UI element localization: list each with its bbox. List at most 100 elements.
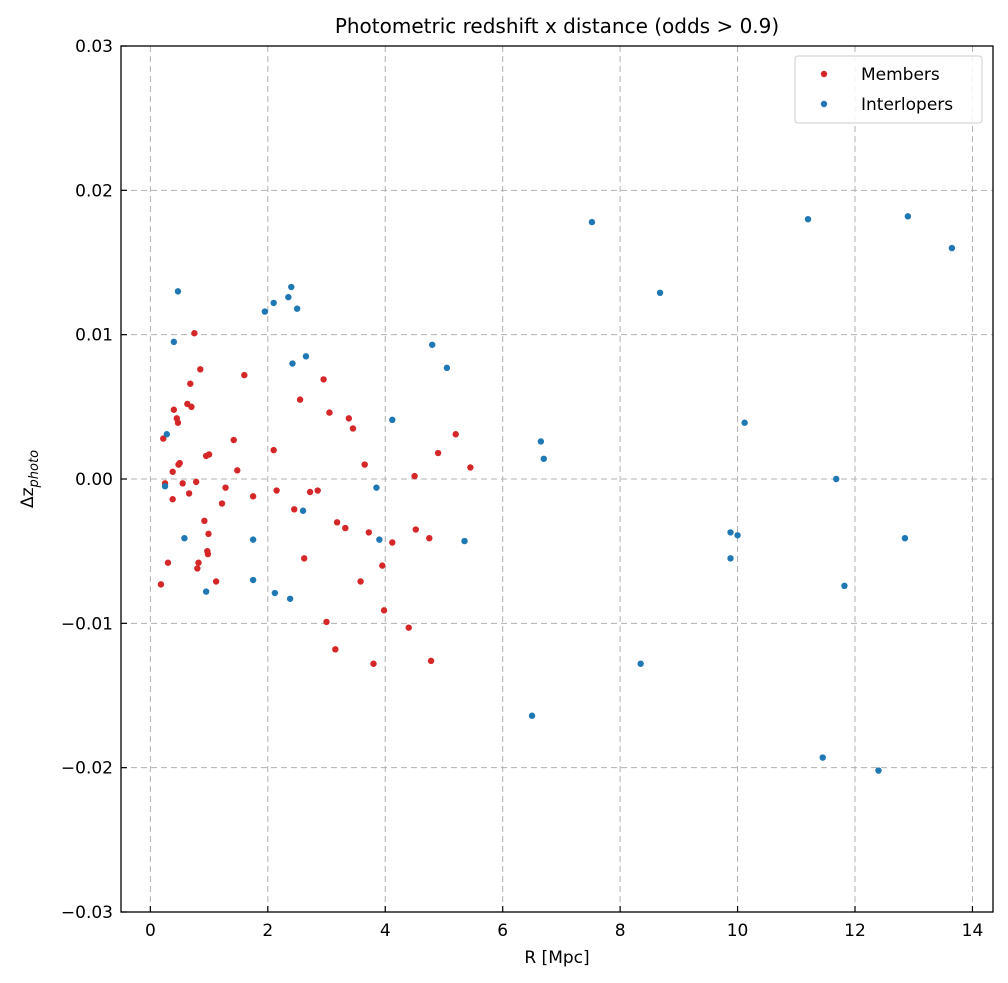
- x-tick-label: 14: [962, 921, 984, 941]
- data-point-interlopers: [540, 455, 547, 462]
- data-point-members: [452, 431, 459, 438]
- data-point-interlopers: [376, 536, 383, 543]
- data-point-members: [345, 415, 353, 422]
- data-point-members: [197, 366, 204, 373]
- data-point-members: [160, 435, 167, 442]
- data-point-members: [301, 555, 308, 562]
- data-point-members: [370, 660, 377, 667]
- data-point-members: [157, 581, 165, 588]
- data-point-interlopers: [293, 305, 301, 312]
- data-point-members: [169, 496, 176, 503]
- legend: Members Interlopers: [794, 55, 983, 124]
- data-point-members: [333, 519, 341, 526]
- legend-label-members: Members: [861, 65, 940, 85]
- data-point-members: [205, 451, 213, 458]
- x-tick-label: 12: [844, 921, 866, 941]
- data-point-interlopers: [429, 341, 436, 348]
- data-point-members: [230, 436, 237, 444]
- y-tick-label: −0.02: [61, 759, 113, 779]
- data-point-members: [179, 480, 186, 487]
- data-point-members: [342, 524, 349, 532]
- data-point-interlopers: [875, 767, 882, 774]
- data-point-interlopers: [948, 244, 956, 252]
- data-point-interlopers: [741, 419, 748, 426]
- y-axis-title-subscript: photo: [27, 450, 42, 489]
- data-point-members: [357, 578, 364, 585]
- data-point-interlopers: [299, 507, 307, 514]
- y-tick-label: 0.03: [75, 37, 113, 57]
- data-point-members: [379, 562, 386, 569]
- y-tick-label: 0.02: [75, 181, 113, 201]
- data-point-members: [411, 472, 418, 480]
- data-point-members: [349, 425, 357, 432]
- data-point-members: [296, 396, 304, 403]
- data-point-interlopers: [270, 299, 277, 307]
- data-point-interlopers: [286, 595, 294, 602]
- data-point-interlopers: [804, 216, 812, 223]
- data-point-interlopers: [202, 588, 210, 595]
- data-point-members: [323, 618, 330, 626]
- data-point-interlopers: [174, 288, 182, 295]
- y-tick-label: 0.01: [75, 326, 113, 346]
- data-point-members: [427, 657, 435, 665]
- data-point-interlopers: [261, 308, 269, 315]
- data-point-interlopers: [302, 353, 310, 360]
- data-point-members: [361, 461, 368, 468]
- data-point-members: [405, 624, 412, 631]
- data-point-members: [249, 493, 257, 500]
- data-point-interlopers: [181, 534, 188, 542]
- data-point-members: [467, 464, 474, 471]
- data-point-members: [170, 406, 178, 413]
- data-point-interlopers: [285, 293, 292, 301]
- data-point-members: [380, 607, 388, 614]
- data-point-members: [192, 478, 200, 486]
- x-tick-label: 2: [262, 921, 273, 941]
- data-point-interlopers: [528, 712, 536, 719]
- x-tick-label: 10: [727, 921, 749, 941]
- data-point-interlopers: [249, 536, 257, 543]
- data-point-interlopers: [734, 532, 741, 539]
- data-point-members: [174, 419, 182, 426]
- x-tick-label: 8: [615, 921, 626, 941]
- legend-marker-interlopers: [820, 100, 828, 108]
- data-point-interlopers: [249, 576, 257, 584]
- x-tick-label: 0: [145, 921, 156, 941]
- data-point-interlopers: [833, 475, 840, 483]
- data-point-members: [326, 409, 333, 416]
- data-point-members: [234, 467, 241, 474]
- data-point-members: [191, 330, 198, 337]
- data-point-members: [273, 487, 280, 494]
- data-point-members: [205, 530, 212, 538]
- data-point-members: [320, 376, 327, 383]
- data-point-interlopers: [727, 555, 734, 562]
- y-tick-label: −0.03: [61, 903, 113, 923]
- data-point-interlopers: [588, 218, 596, 226]
- data-point-members: [188, 403, 195, 411]
- y-tick-label: −0.01: [61, 614, 113, 634]
- data-point-interlopers: [904, 213, 912, 220]
- chart-title: Photometric redshift x distance (odds > …: [335, 14, 779, 38]
- data-point-members: [204, 550, 212, 558]
- data-point-interlopers: [901, 534, 909, 542]
- y-tick-label: 0.00: [75, 470, 113, 490]
- data-point-interlopers: [288, 283, 295, 291]
- x-tick-label: 4: [380, 921, 391, 941]
- data-point-members: [185, 490, 193, 497]
- data-point-members: [222, 484, 229, 491]
- data-point-interlopers: [389, 416, 396, 424]
- data-point-interlopers: [841, 582, 848, 590]
- data-point-members: [194, 565, 201, 572]
- data-point-members: [365, 529, 373, 536]
- data-point-members: [212, 578, 220, 585]
- x-tick-label: 6: [497, 921, 508, 941]
- legend-marker-members: [820, 70, 828, 78]
- data-point-members: [412, 526, 419, 533]
- data-point-members: [291, 506, 298, 513]
- data-point-interlopers: [170, 338, 178, 346]
- y-axis-title: Δzphoto: [18, 450, 42, 508]
- data-point-members: [426, 534, 433, 542]
- data-point-interlopers: [373, 484, 380, 491]
- points-layer: [157, 213, 956, 774]
- data-point-interlopers: [656, 289, 664, 297]
